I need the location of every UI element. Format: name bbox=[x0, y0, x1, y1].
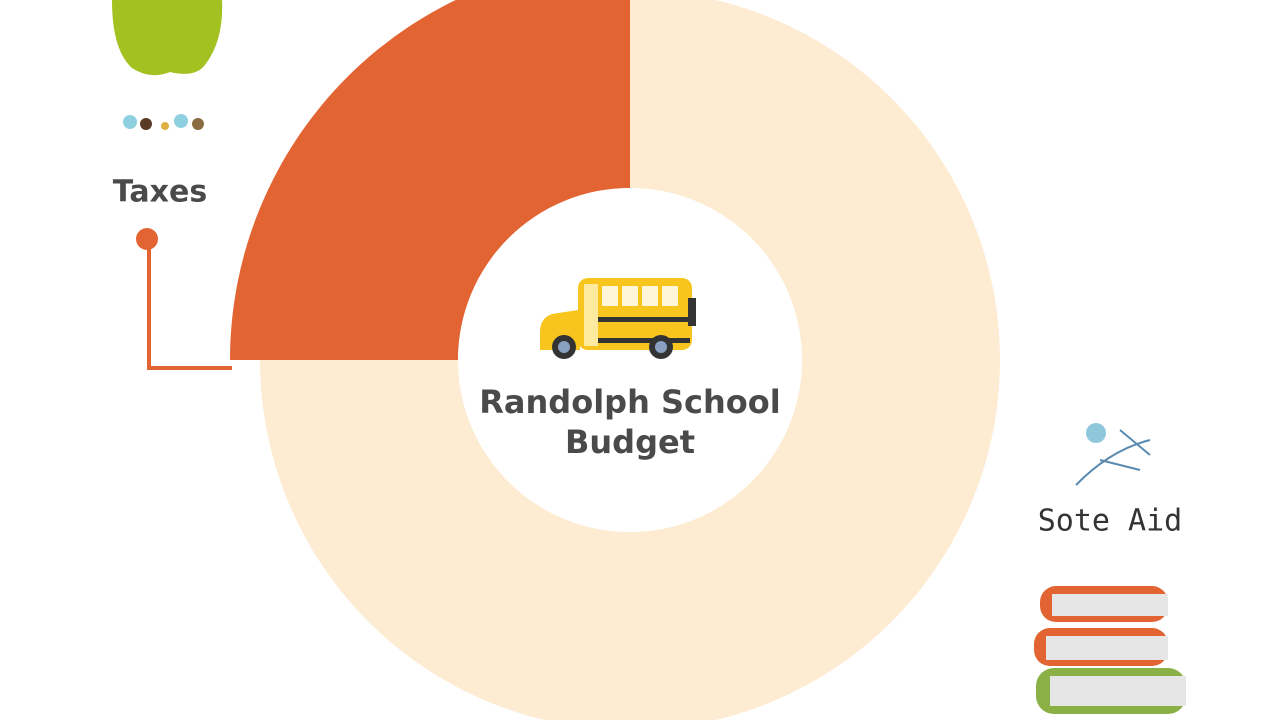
slice-label: Taxes bbox=[113, 175, 207, 210]
slice-label: Sote Aid bbox=[1038, 504, 1183, 539]
apple-icon bbox=[112, 0, 223, 76]
chart-title: Randolph School Budget bbox=[479, 383, 781, 461]
slices bbox=[230, 0, 1000, 720]
slice bbox=[230, 0, 630, 360]
donut-hole bbox=[458, 188, 802, 532]
title-box: Randolph School Budget bbox=[479, 383, 781, 461]
books-icon bbox=[1034, 586, 1186, 714]
connector-line bbox=[147, 239, 232, 370]
slice bbox=[260, 0, 1000, 720]
map-icon bbox=[1075, 423, 1151, 486]
bus-icon bbox=[540, 278, 696, 359]
coins-icon bbox=[123, 114, 204, 130]
